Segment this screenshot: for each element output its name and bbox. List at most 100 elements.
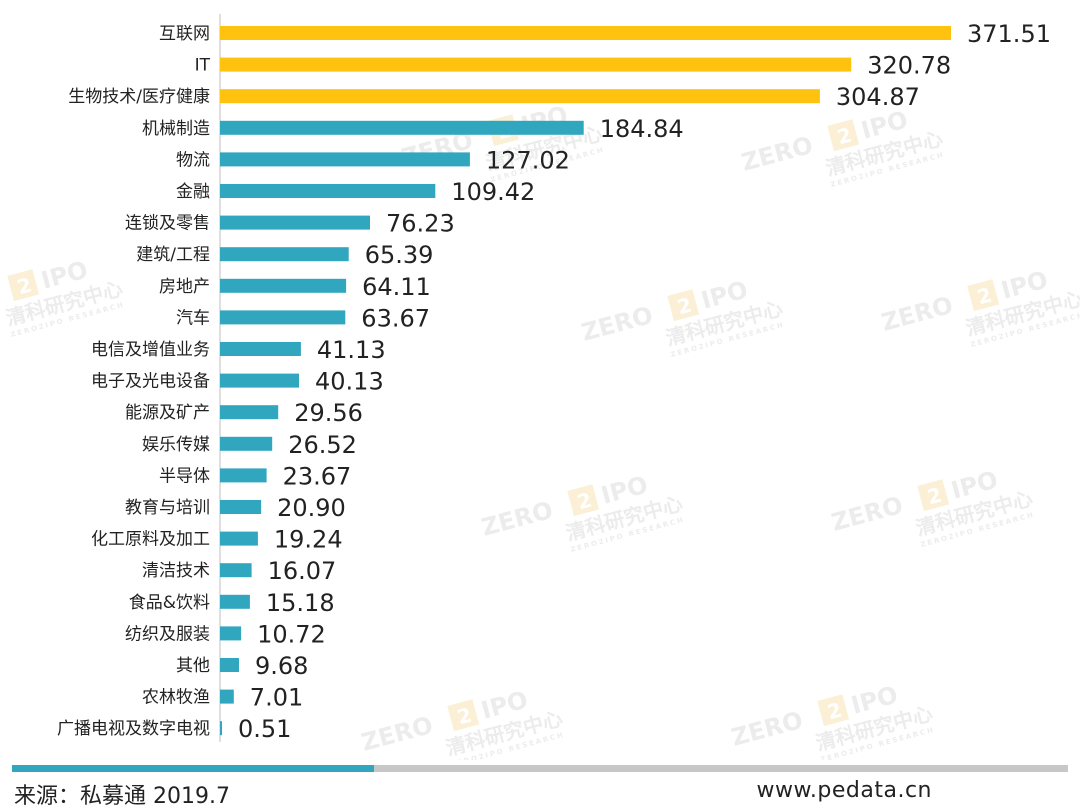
category-label-19: 纺织及服装 <box>125 624 210 644</box>
watermark-mark: 2 <box>975 283 995 310</box>
watermark-mark: 2 <box>575 488 595 515</box>
category-label-16: 化工原料及加工 <box>91 530 210 550</box>
category-label-3: 机械制造 <box>142 119 210 139</box>
watermark-logo-box <box>567 484 600 517</box>
watermark-mark: 2 <box>455 703 475 730</box>
watermark-logo-box <box>7 269 40 302</box>
watermark-brand: ZERO <box>878 291 955 337</box>
category-label-4: 物流 <box>176 150 210 170</box>
watermark-mark: 2 <box>675 293 695 320</box>
watermark-mark: 2 <box>15 273 35 300</box>
category-label-20: 其他 <box>176 656 210 676</box>
footer-divider-bar <box>374 765 1068 772</box>
bar-17 <box>220 563 252 578</box>
watermark-logo-box <box>667 289 700 322</box>
value-label-6: 76.23 <box>386 210 455 238</box>
value-label-18: 15.18 <box>266 589 335 617</box>
bar-15 <box>220 500 262 514</box>
value-label-0: 371.51 <box>967 20 1051 48</box>
value-label-4: 127.02 <box>486 146 570 174</box>
bar-12 <box>220 405 279 420</box>
footer-accent-bar <box>12 765 374 772</box>
watermark-mark: 2 <box>835 123 855 150</box>
value-label-3: 184.84 <box>600 115 684 143</box>
bar-3 <box>220 120 584 135</box>
watermark-logo-box <box>817 694 850 727</box>
value-label-22: 0.51 <box>238 715 291 743</box>
category-label-8: 房地产 <box>159 277 210 297</box>
bar-0 <box>220 26 951 40</box>
category-label-1: IT <box>195 56 211 76</box>
value-label-17: 16.07 <box>268 557 337 585</box>
value-label-7: 65.39 <box>365 241 434 269</box>
bar-11 <box>220 373 299 388</box>
watermark-mark: 2 <box>925 483 945 510</box>
category-label-0: 互联网 <box>159 24 210 44</box>
value-label-21: 7.01 <box>250 684 303 712</box>
bar-7 <box>220 247 349 262</box>
value-label-19: 10.72 <box>257 620 326 648</box>
value-label-15: 20.90 <box>277 494 346 522</box>
watermark-logo-box <box>917 479 950 512</box>
bar-21 <box>220 689 234 704</box>
bar-4 <box>220 152 470 167</box>
bar-5 <box>220 184 436 198</box>
watermark-brand: ZERO <box>358 711 435 757</box>
category-label-18: 食品&饮料 <box>129 593 210 613</box>
category-label-21: 农林牧渔 <box>142 688 210 708</box>
value-label-12: 29.56 <box>294 399 363 427</box>
category-label-5: 金融 <box>176 182 210 202</box>
bar-13 <box>220 436 273 451</box>
value-label-14: 23.67 <box>283 462 352 490</box>
watermark-brand: ZERO <box>828 491 905 537</box>
watermark-logo-box <box>447 699 480 732</box>
value-label-13: 26.52 <box>288 431 357 459</box>
category-labels: 互联网 IT 生物技术/医疗健康机械制造物流金融连锁及零售建筑/工程房地产汽车电信及… <box>57 24 211 739</box>
bar-10 <box>220 342 301 356</box>
bar-9 <box>220 310 346 325</box>
category-label-13: 娱乐传媒 <box>142 435 210 455</box>
value-label-20: 9.68 <box>255 652 308 680</box>
watermark-brand: ZERO <box>578 301 655 347</box>
category-label-7: 建筑/工程 <box>136 245 210 265</box>
value-label-11: 40.13 <box>315 368 384 396</box>
bar-2 <box>220 89 820 104</box>
website-link[interactable]: www.pedata.cn <box>756 778 932 803</box>
watermark-mark: 2 <box>825 698 845 725</box>
bar-18 <box>220 594 250 609</box>
bar-6 <box>220 215 370 230</box>
bars-group <box>220 26 951 736</box>
value-labels: 371.51 320.78 304.87 184.84 127.02 109.42 76.2… <box>238 20 1051 743</box>
bar-16 <box>220 531 258 546</box>
bar-8 <box>220 278 347 293</box>
value-label-10: 41.13 <box>317 336 386 364</box>
category-label-15: 教育与培训 <box>125 498 210 518</box>
watermark-logo-box <box>827 119 860 152</box>
category-label-9: 汽车 <box>176 308 210 328</box>
watermark-brand: ZERO <box>728 706 805 752</box>
watermark-logo-box <box>967 279 1000 312</box>
category-label-17: 清洁技术 <box>142 561 210 581</box>
category-label-11: 电子及光电设备 <box>91 372 210 392</box>
category-label-6: 连锁及零售 <box>125 214 210 234</box>
watermark-brand: ZERO <box>738 131 815 177</box>
value-label-5: 109.42 <box>451 178 535 206</box>
value-label-2: 304.87 <box>836 83 920 111</box>
value-label-8: 64.11 <box>362 273 431 301</box>
value-label-9: 63.67 <box>361 304 430 332</box>
watermark-brand: ZERO <box>478 496 555 542</box>
value-label-16: 19.24 <box>274 526 343 554</box>
category-label-10: 电信及增值业务 <box>91 340 210 360</box>
bar-20 <box>220 658 239 672</box>
category-label-12: 能源及矿产 <box>125 403 210 423</box>
value-label-1: 320.78 <box>867 52 951 80</box>
bar-14 <box>220 468 267 483</box>
